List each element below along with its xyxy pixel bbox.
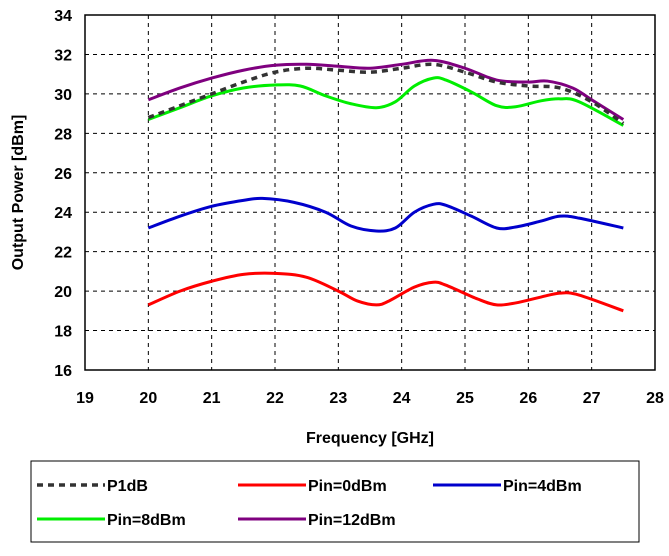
legend-items: P1dB Pin=0dBm Pin=4dBm Pin=8dBm Pin=12dBm xyxy=(37,478,582,529)
plot-area xyxy=(84,14,656,371)
x-tick-label: 22 xyxy=(266,390,284,407)
x-tick-label: 24 xyxy=(393,390,411,407)
x-tick-label: 28 xyxy=(646,390,664,407)
legend: P1dB Pin=0dBm Pin=4dBm Pin=8dBm Pin=12dBm xyxy=(30,460,640,543)
x-tick-label: 19 xyxy=(76,390,94,407)
x-tick-label: 25 xyxy=(456,390,474,407)
y-tick-labels: 16 18 20 22 24 26 28 30 32 34 xyxy=(54,8,72,380)
y-tick-label: 34 xyxy=(54,8,72,25)
series-line-p1db xyxy=(147,62,625,125)
x-tick-label: 23 xyxy=(329,390,347,407)
x-tick-label: 21 xyxy=(203,390,221,407)
plot-background xyxy=(85,15,655,370)
legend-label-pin-12dbm: Pin=12dBm xyxy=(308,512,396,529)
y-axis-title: Output Power [dBm] xyxy=(10,115,27,271)
y-tick-label: 32 xyxy=(54,47,72,64)
legend-label-p1db: P1dB xyxy=(107,478,148,495)
legend-item-pin-8dbm: Pin=8dBm xyxy=(37,512,186,529)
legend-item-p1db: P1dB xyxy=(37,478,148,495)
y-tick-label: 28 xyxy=(54,126,72,143)
legend-label-pin-4dbm: Pin=4dBm xyxy=(503,478,582,495)
series-line-pin-0dbm xyxy=(147,271,624,313)
y-tick-label: 18 xyxy=(54,324,72,341)
series-line-pin-12dbm xyxy=(147,58,625,121)
y-tick-label: 20 xyxy=(54,284,72,301)
series-layer xyxy=(147,58,625,313)
grid xyxy=(85,15,655,370)
x-tick-label: 20 xyxy=(139,390,157,407)
x-tick-labels: 19 20 21 22 23 24 25 26 27 28 xyxy=(76,390,664,407)
x-tick-label: 27 xyxy=(583,390,601,407)
legend-item-pin-12dbm: Pin=12dBm xyxy=(238,512,396,529)
legend-label-pin-0dbm: Pin=0dBm xyxy=(308,478,387,495)
x-tick-label: 26 xyxy=(519,390,537,407)
y-tick-label: 22 xyxy=(54,245,72,262)
series-line-pin-8dbm xyxy=(147,76,625,127)
legend-item-pin-4dbm: Pin=4dBm xyxy=(433,478,582,495)
y-tick-label: 24 xyxy=(54,205,72,222)
legend-box xyxy=(30,460,640,543)
legend-label-pin-8dbm: Pin=8dBm xyxy=(107,512,186,529)
y-tick-label: 16 xyxy=(54,363,72,380)
y-tick-label: 26 xyxy=(54,166,72,183)
plot-frame xyxy=(84,14,656,371)
legend-item-pin-0dbm: Pin=0dBm xyxy=(238,478,387,495)
x-axis-title: Frequency [GHz] xyxy=(306,430,434,447)
series-line-pin-4dbm xyxy=(147,196,624,233)
y-tick-label: 30 xyxy=(54,87,72,104)
